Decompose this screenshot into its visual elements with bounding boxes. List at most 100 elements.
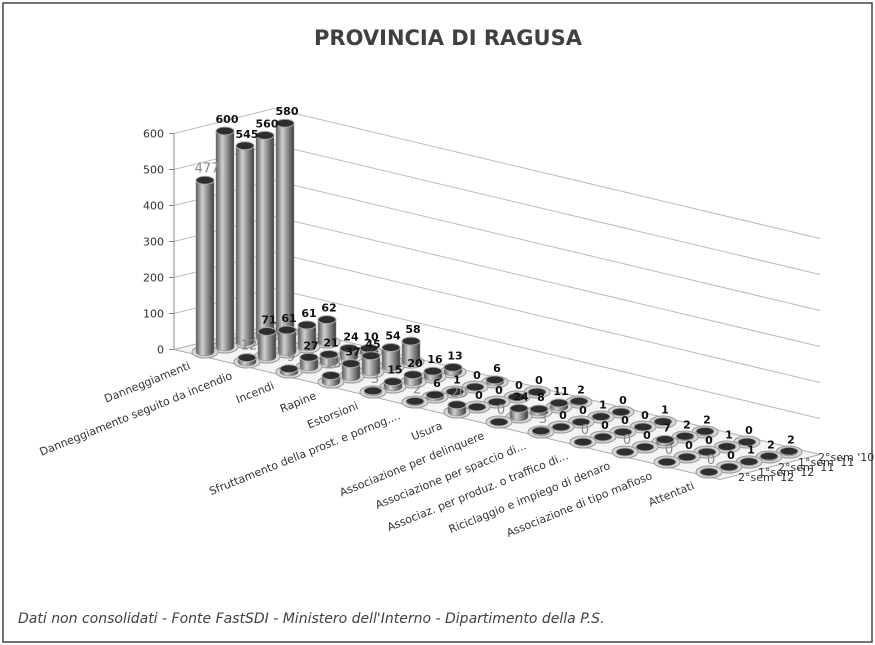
cylinder-top [591, 412, 611, 422]
cylinder-top [237, 353, 257, 363]
data-label: 0 [475, 389, 483, 402]
cylinder [629, 420, 657, 434]
cylinder [653, 455, 681, 469]
data-label: 20 [451, 386, 468, 401]
data-label: 2 [787, 433, 795, 446]
cylinder [379, 377, 407, 394]
cylinder-top [381, 343, 401, 353]
cylinder [271, 118, 299, 339]
data-label: 1 [747, 444, 755, 457]
cylinder [611, 445, 639, 459]
y-tick-label: 200 [143, 272, 164, 285]
y-tick-label: 600 [143, 128, 164, 141]
cylinder-top [573, 437, 593, 447]
grid-line [173, 107, 821, 239]
cylinder [609, 425, 637, 439]
cylinder-top [613, 427, 633, 437]
cylinder-top [339, 343, 359, 353]
cylinder-top [321, 371, 341, 381]
cylinder-top [487, 397, 507, 407]
y-tick-label: 100 [143, 308, 164, 321]
cylinder-top [635, 442, 655, 452]
data-label: 16 [427, 353, 443, 366]
data-label: 0 [643, 429, 651, 442]
footnote: Dati non consolidati - Fonte FastSDI - M… [18, 611, 605, 627]
cylinder [397, 336, 425, 369]
cylinder [211, 126, 239, 354]
data-label: 0 [621, 414, 629, 427]
data-label: 8 [537, 391, 545, 404]
data-label: 0 [705, 434, 713, 447]
cylinder-top [405, 396, 425, 406]
cylinder [735, 455, 763, 469]
cylinder [233, 353, 261, 369]
cylinder-top [485, 375, 505, 385]
cylinder-top [447, 400, 467, 410]
data-label: 2 [767, 438, 775, 451]
series-label: 2°sem '11 [778, 461, 834, 474]
cylinder-top [737, 437, 757, 447]
cylinder [715, 460, 743, 474]
cylinder [461, 380, 489, 394]
cylinder-top [277, 325, 297, 335]
data-label: 0 [497, 403, 505, 418]
cylinder-top [445, 387, 465, 397]
data-label: 6 [433, 377, 441, 390]
cylinder [231, 141, 259, 349]
cylinder-top [489, 417, 509, 427]
cylinder [649, 415, 677, 429]
cylinder-top [361, 351, 381, 361]
cylinder [503, 390, 531, 404]
data-label: 0 [535, 374, 543, 387]
data-label: 3 [371, 372, 379, 387]
data-label: 62 [321, 302, 336, 315]
data-label: 0 [727, 449, 735, 462]
data-label: 1 [453, 374, 461, 387]
data-label: 61 [281, 312, 296, 325]
cylinder [481, 375, 509, 389]
cylinder-top [739, 457, 759, 467]
data-label: 15 [387, 364, 402, 377]
data-label: 580 [276, 105, 299, 118]
cylinder-top [655, 434, 675, 444]
data-label: 24 [513, 390, 529, 403]
data-label: 0 [579, 404, 587, 417]
cylinder [275, 364, 303, 379]
cylinder-top [759, 451, 779, 461]
cylinder-top [699, 467, 719, 477]
data-label: 10 [363, 330, 379, 343]
cylinder-top [319, 349, 339, 359]
data-label: 9 [287, 350, 295, 365]
cylinder-top [403, 370, 423, 380]
cylinder [443, 400, 471, 419]
data-label: 45 [365, 338, 380, 351]
cylinder [317, 371, 345, 389]
cylinder [315, 349, 343, 369]
cylinder-top [363, 386, 383, 396]
cylinder [337, 359, 365, 384]
cylinder [399, 370, 427, 389]
data-label: 1 [599, 399, 607, 412]
data-label: 0 [619, 394, 627, 407]
cylinder [483, 395, 511, 409]
series-label: 1°sem '11 [798, 456, 854, 469]
data-label: 600 [216, 113, 239, 126]
data-label: 0 [641, 409, 649, 422]
cylinder [463, 400, 491, 414]
cylinder-top [657, 457, 677, 467]
cylinder-top [717, 442, 737, 452]
cylinder-body [195, 180, 215, 357]
cylinder-top [425, 390, 445, 400]
cylinder-top [677, 452, 697, 462]
cylinder [295, 352, 323, 374]
data-label: 0 [559, 409, 567, 422]
cylinder [695, 465, 723, 479]
cylinder-top [529, 404, 549, 414]
data-label: 2 [683, 418, 691, 431]
cylinder [505, 403, 533, 424]
data-label: 6 [493, 362, 501, 375]
cylinder-top [551, 422, 571, 432]
cylinder [775, 445, 803, 459]
